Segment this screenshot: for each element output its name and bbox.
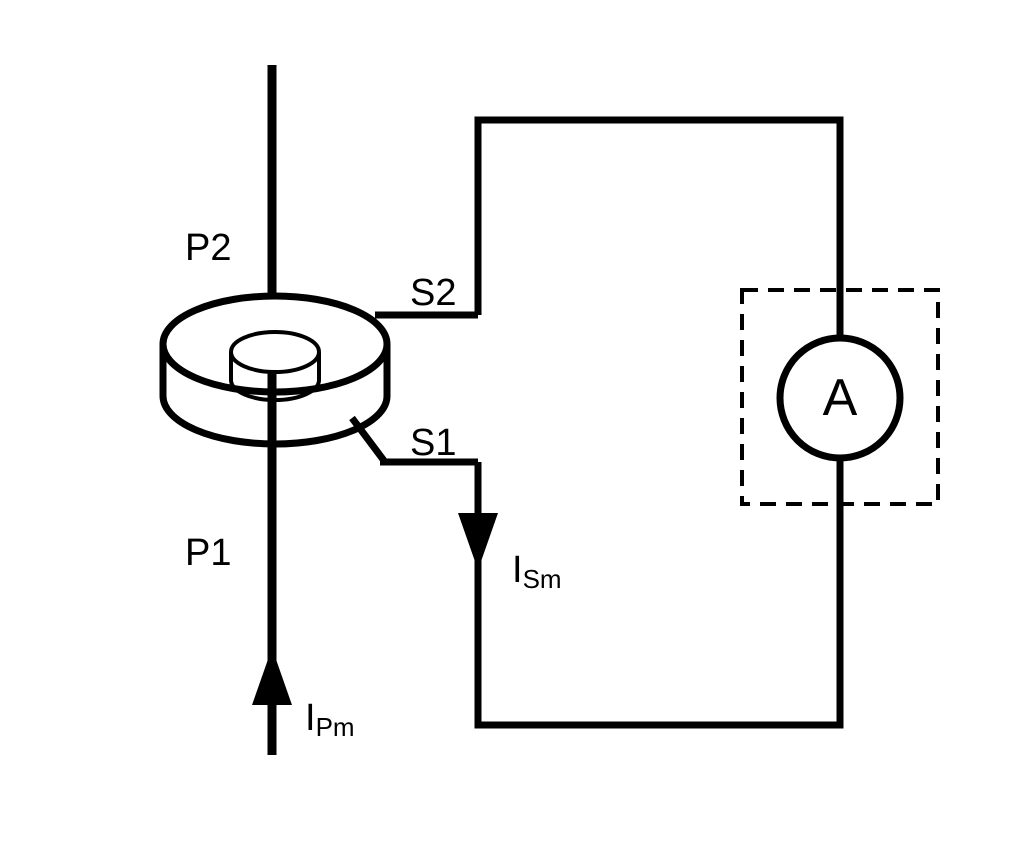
arrow-ipm — [252, 648, 292, 705]
arrow-ism — [458, 513, 498, 570]
label-p2: P2 — [185, 227, 231, 269]
label-s1: S1 — [410, 422, 456, 464]
label-ism: ISm — [512, 549, 562, 594]
ammeter-label: A — [823, 369, 858, 427]
label-s2: S2 — [410, 272, 456, 314]
ct-schematic: A P2 P1 S2 S1 IPm ISm — [0, 0, 1024, 861]
label-ipm: IPm — [305, 697, 355, 742]
label-p1: P1 — [185, 532, 231, 574]
